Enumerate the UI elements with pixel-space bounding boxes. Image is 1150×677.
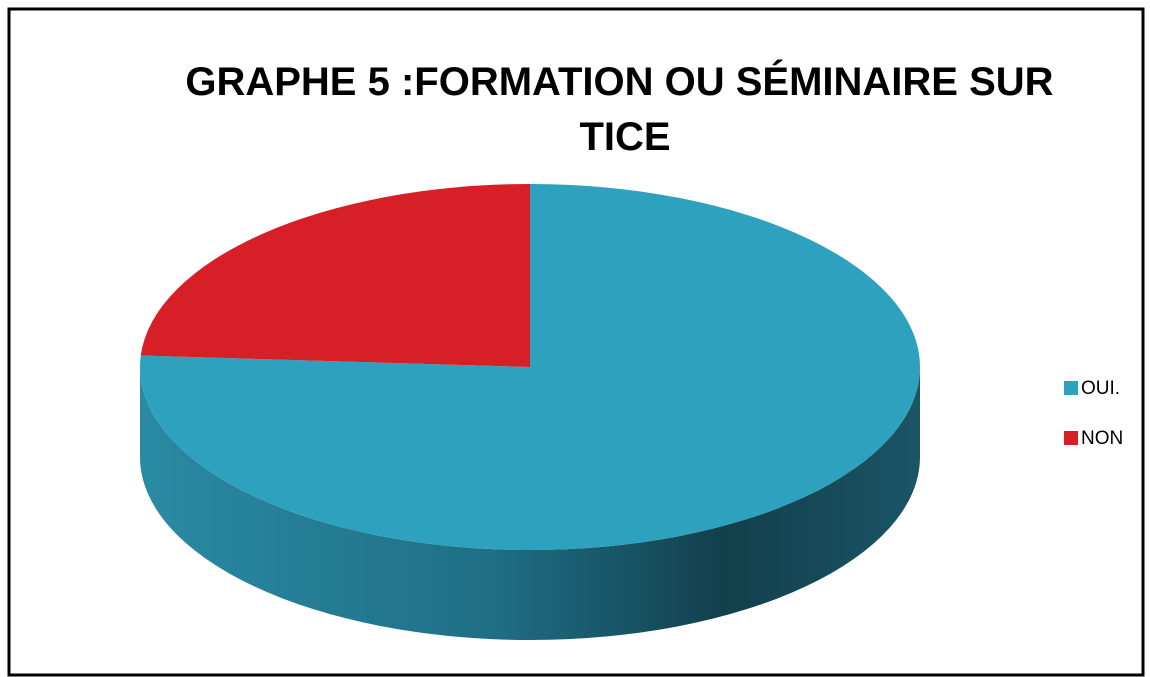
- title-line: TICE: [579, 115, 670, 159]
- pie: [139, 184, 921, 640]
- chart-title: GRAPHE 5 :FORMATION OU SÉMINAIRE SUR TIC…: [185, 59, 1064, 159]
- pie-slice: [140, 184, 530, 367]
- legend-swatch: [1064, 431, 1078, 445]
- legend-label: NON: [1081, 428, 1123, 449]
- legend-swatch: [1064, 381, 1078, 395]
- legend: OUI. NON: [1064, 378, 1123, 449]
- legend-label: OUI.: [1081, 378, 1120, 399]
- pie-side: [140, 367, 920, 640]
- title-line: GRAPHE 5 :FORMATION OU SÉMINAIRE SUR: [185, 59, 1053, 104]
